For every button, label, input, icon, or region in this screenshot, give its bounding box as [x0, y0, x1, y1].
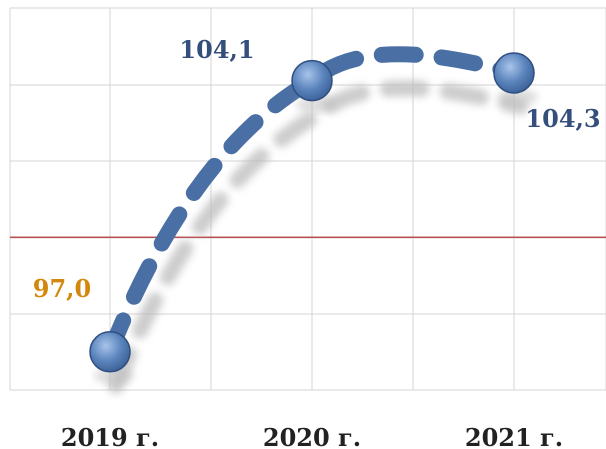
series-line-shadow — [108, 80, 528, 394]
x-tick-label: 2020 г. — [263, 423, 361, 449]
series-markers — [89, 52, 538, 384]
x-tick-label: 2019 г. — [61, 423, 159, 449]
x-axis-tick-labels: 2019 г. 2020 г. 2021 г. — [61, 423, 563, 449]
data-labels: 97,0 104,1 104,3 — [33, 35, 601, 303]
data-point-shadow — [94, 367, 134, 384]
data-point — [291, 59, 333, 102]
data-point-shadow — [498, 88, 538, 105]
x-tick-label: 2021 г. — [465, 423, 563, 449]
data-point-shadow — [296, 96, 336, 113]
data-point — [89, 331, 131, 373]
data-label: 97,0 — [33, 274, 91, 303]
data-label: 104,1 — [179, 35, 254, 64]
data-point — [493, 52, 535, 94]
data-label: 104,3 — [525, 104, 600, 133]
